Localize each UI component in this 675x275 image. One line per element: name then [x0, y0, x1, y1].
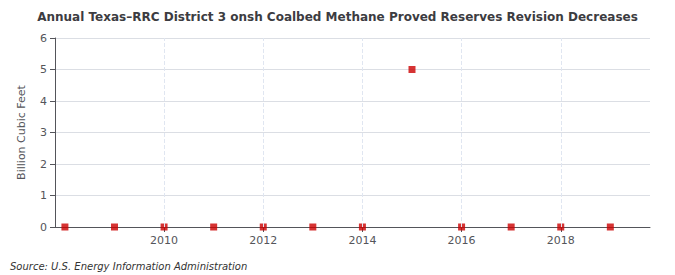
svg-text:Billion Cubic Feet: Billion Cubic Feet [15, 84, 28, 179]
svg-text:2018: 2018 [547, 234, 575, 247]
svg-text:2014: 2014 [348, 234, 376, 247]
svg-text:6: 6 [40, 32, 47, 45]
svg-text:2: 2 [40, 158, 47, 171]
svg-text:2016: 2016 [448, 234, 476, 247]
svg-text:1: 1 [40, 189, 47, 202]
svg-text:4: 4 [40, 95, 47, 108]
svg-text:3: 3 [40, 126, 47, 139]
svg-text:Source: U.S. Energy Informatio: Source: U.S. Energy Information Administ… [10, 261, 247, 272]
svg-text:2012: 2012 [249, 234, 277, 247]
svg-text:2010: 2010 [150, 234, 178, 247]
svg-text:0: 0 [40, 221, 47, 234]
svg-text:Annual Texas–RRC District 3 on: Annual Texas–RRC District 3 onsh Coalbed… [37, 10, 638, 24]
svg-text:5: 5 [40, 63, 47, 76]
